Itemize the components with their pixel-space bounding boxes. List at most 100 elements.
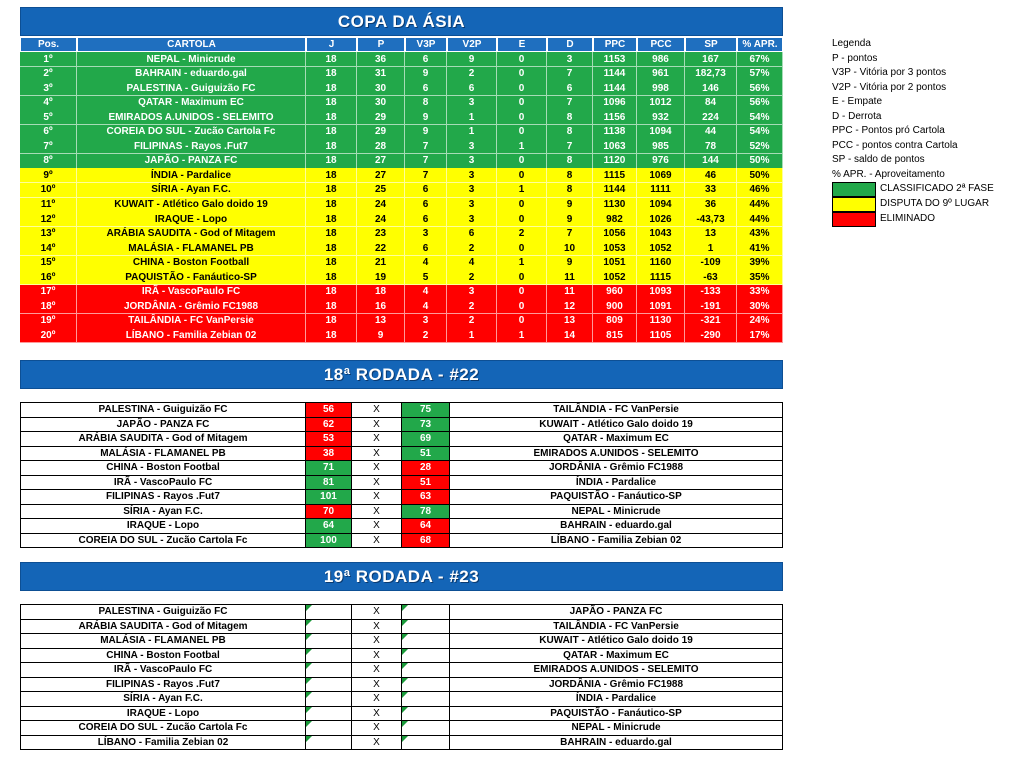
stat-cell: 27	[357, 153, 405, 169]
header-cell: V3P	[405, 37, 447, 52]
home-score	[305, 691, 352, 707]
versus: X	[351, 518, 402, 534]
stat-cell: 2	[497, 226, 547, 242]
stat-cell: 29	[357, 124, 405, 140]
stat-cell: 44%	[737, 212, 783, 228]
stat-cell: 43%	[737, 226, 783, 242]
versus: X	[351, 618, 402, 634]
stat-cell: 16	[357, 299, 405, 315]
team-cell: ÍNDIA - Pardalice	[77, 168, 306, 184]
stat-cell: 3	[447, 139, 497, 155]
away-score	[401, 691, 450, 707]
stat-cell: 961	[637, 66, 685, 82]
stat-cell: 18	[306, 255, 357, 271]
away-score	[401, 618, 450, 634]
away-team: TAILÂNDIA - FC VanPersie	[449, 618, 783, 634]
legend-line: D - Derrota	[832, 110, 882, 122]
title-bar: COPA DA ÁSIA	[20, 7, 783, 36]
stat-cell: -109	[685, 255, 737, 271]
stat-cell: 27	[357, 168, 405, 184]
stat-cell: 33%	[737, 284, 783, 300]
stat-cell: 7	[547, 95, 593, 111]
away-score	[401, 633, 450, 649]
legend-line: PCC - pontos contra Cartola	[832, 139, 958, 151]
home-team: CHINA - Boston Footbal	[20, 460, 306, 476]
away-score: 68	[401, 532, 450, 548]
stat-cell: 0	[497, 270, 547, 286]
cell-marker	[306, 692, 312, 698]
cell-marker	[306, 735, 312, 742]
team-cell: BAHRAIN - eduardo.gal	[77, 66, 306, 82]
stat-cell: 6	[405, 197, 447, 213]
stat-cell: 1052	[593, 270, 637, 286]
away-team: QATAR - Maximum EC	[449, 647, 783, 663]
away-score	[401, 662, 450, 678]
stat-cell: 6	[405, 81, 447, 97]
stat-cell: 56%	[737, 81, 783, 97]
stat-cell: 9	[405, 66, 447, 82]
stat-cell: 30	[357, 81, 405, 97]
home-team: IRÃ - VascoPaulo FC	[20, 662, 306, 678]
away-team: EMIRADOS A.UNIDOS - SELEMITO	[449, 662, 783, 678]
home-team: IRÃ - VascoPaulo FC	[20, 474, 306, 490]
stat-cell: 1	[447, 328, 497, 344]
header-cell: CARTOLA	[77, 37, 306, 52]
legend-swatch	[832, 182, 876, 197]
stat-cell: 13	[547, 313, 593, 329]
stat-cell: 18	[306, 212, 357, 228]
stat-cell: 0	[497, 95, 547, 111]
cell-marker	[306, 663, 312, 669]
stat-cell: 18	[306, 95, 357, 111]
team-cell: MALÁSIA - FLAMANEL PB	[77, 241, 306, 257]
versus: X	[351, 662, 402, 678]
stat-cell: 3	[447, 212, 497, 228]
home-score	[305, 662, 352, 678]
versus: X	[351, 416, 402, 432]
away-team: BAHRAIN - eduardo.gal	[449, 518, 783, 534]
stat-cell: 1052	[637, 241, 685, 257]
stat-cell: -321	[685, 313, 737, 329]
home-team: JAPÃO - PANZA FC	[20, 416, 306, 432]
stat-cell: 18	[306, 313, 357, 329]
cell-marker	[402, 619, 408, 626]
stat-cell: 12º	[20, 212, 77, 228]
stat-cell: 41%	[737, 241, 783, 257]
stat-cell: 3	[405, 226, 447, 242]
stat-cell: 1160	[637, 255, 685, 271]
stat-cell: 28	[357, 139, 405, 155]
stat-cell: 1	[447, 124, 497, 140]
away-team: LÍBANO - Familia Zebian 02	[449, 532, 783, 548]
stat-cell: 14º	[20, 241, 77, 257]
stat-cell: 6	[405, 182, 447, 198]
away-team: ÍNDIA - Pardalice	[449, 474, 783, 490]
stat-cell: 35%	[737, 270, 783, 286]
away-score: 69	[401, 431, 450, 447]
away-score: 51	[401, 445, 450, 461]
stat-cell: 24%	[737, 313, 783, 329]
away-score	[401, 705, 450, 721]
stat-cell: 1	[685, 241, 737, 257]
away-team: KUWAIT - Atlético Galo doido 19	[449, 633, 783, 649]
header-cell: PCC	[637, 37, 685, 52]
stat-cell: 985	[637, 139, 685, 155]
cell-marker	[402, 706, 408, 713]
stat-cell: 57%	[737, 66, 783, 82]
stat-cell: 1053	[593, 241, 637, 257]
stat-cell: 960	[593, 284, 637, 300]
cell-marker	[402, 663, 408, 669]
legend-line: P - pontos	[832, 52, 878, 64]
stat-cell: 815	[593, 328, 637, 344]
stat-cell: 18	[306, 270, 357, 286]
stat-cell: 18	[306, 110, 357, 126]
stat-cell: 6	[547, 81, 593, 97]
stat-cell: 3	[405, 313, 447, 329]
stat-cell: 18º	[20, 299, 77, 315]
cell-marker	[402, 634, 408, 640]
stat-cell: 18	[306, 168, 357, 184]
away-team: PAQUISTÃO - Fanáutico-SP	[449, 489, 783, 505]
stat-cell: 1105	[637, 328, 685, 344]
stat-cell: 5	[405, 270, 447, 286]
stat-cell: 8	[547, 153, 593, 169]
stat-cell: 1120	[593, 153, 637, 169]
versus: X	[351, 633, 402, 649]
